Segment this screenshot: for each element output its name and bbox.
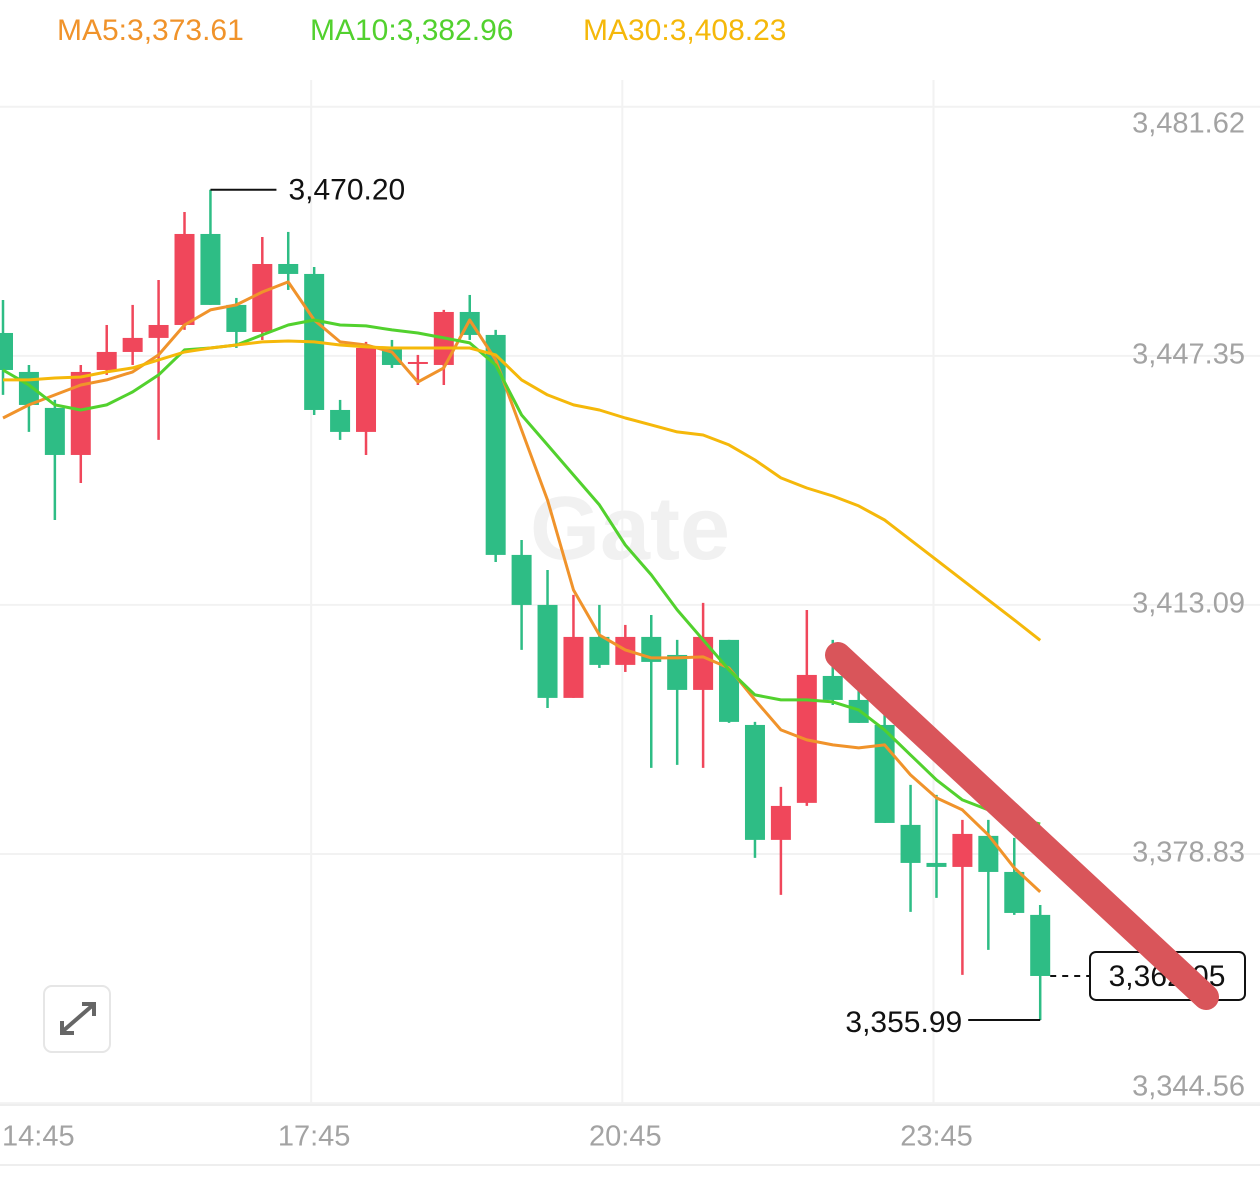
- ma-line: [2, 318, 1041, 826]
- x-tick-label: 17:45: [278, 1121, 351, 1153]
- candle-body: [926, 862, 947, 867]
- candle-body: [693, 636, 714, 690]
- candle-body: [44, 407, 65, 455]
- candle-body: [18, 371, 39, 405]
- legend-entry: MA5:3,373.61: [57, 14, 244, 47]
- x-tick-label: 20:45: [589, 1121, 662, 1153]
- candle-body: [537, 604, 558, 698]
- candle-body: [174, 233, 195, 325]
- candle-body: [70, 371, 91, 455]
- y-tick-label: 3,447.35: [1132, 339, 1245, 371]
- annotation-label: 3,355.99: [845, 1006, 962, 1039]
- legend: MA5:3,373.61 MA10:3,382.96 MA30:3,408.23: [57, 14, 786, 47]
- candle-body: [511, 554, 532, 605]
- candle-body: [407, 361, 428, 364]
- drawn-trend-stroke: [825, 642, 1219, 1010]
- candle-body: [330, 409, 351, 432]
- candle-body: [952, 833, 973, 867]
- axes: 3,481.62 3,447.35 3,413.09 3,378.83 3,344.56…: [2, 108, 1245, 1153]
- ma-lines: [2, 280, 1042, 894]
- y-tick-label: 3,344.56: [1132, 1071, 1245, 1103]
- candle-body: [122, 337, 143, 352]
- candle-body: [874, 724, 895, 823]
- candle-body: [0, 332, 13, 370]
- candle-body: [667, 654, 688, 690]
- candle-body: [770, 805, 791, 840]
- candle-body: [1030, 914, 1051, 976]
- candle-body: [226, 304, 247, 332]
- y-tick-label: 3,481.62: [1132, 108, 1245, 140]
- y-tick-label: 3,378.83: [1132, 837, 1245, 869]
- legend-entry: MA30:3,408.23: [583, 14, 786, 47]
- x-tick-label: 14:45: [2, 1121, 75, 1153]
- candle-body: [744, 724, 765, 840]
- annotations: 3,470.203,355.993,362.05: [210, 174, 1246, 1039]
- candle-body: [589, 636, 610, 665]
- grid: [0, 80, 1260, 1105]
- x-tick-label: 23:45: [900, 1121, 973, 1153]
- y-tick-label: 3,413.09: [1132, 588, 1245, 620]
- candle-body: [822, 675, 843, 700]
- candle-body: [200, 233, 221, 305]
- candle-body: [978, 835, 999, 872]
- candle-body: [485, 334, 506, 555]
- candle-body: [1004, 871, 1025, 913]
- candle-body: [148, 324, 169, 338]
- ma-line: [2, 280, 1042, 894]
- expand-button[interactable]: [43, 985, 111, 1053]
- annotation-label: 3,470.20: [288, 174, 405, 207]
- watermark: Gate: [530, 479, 730, 579]
- legend-entry: MA10:3,382.96: [310, 14, 513, 47]
- ma-line: [3, 339, 1042, 642]
- candle-body: [900, 824, 921, 863]
- expand-icon[interactable]: [60, 1002, 96, 1035]
- candle-body: [356, 347, 377, 432]
- candles: [0, 189, 1051, 1021]
- candle-body: [252, 263, 273, 332]
- candle-body: [278, 263, 299, 274]
- candle-body: [719, 639, 740, 722]
- candle-body: [563, 636, 584, 698]
- candle-body: [96, 351, 117, 370]
